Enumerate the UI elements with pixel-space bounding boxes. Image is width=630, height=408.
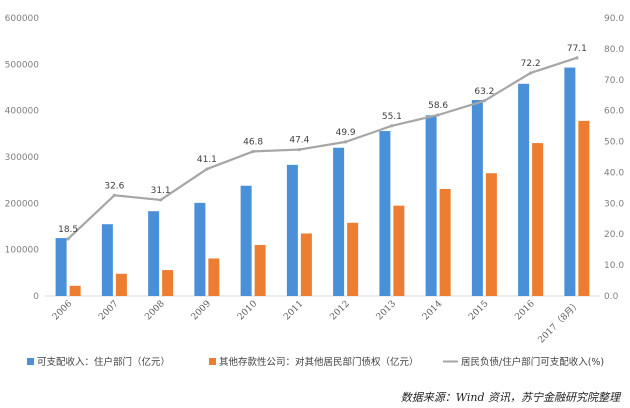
right-axis-tick: 60.0	[604, 107, 624, 117]
x-tick-label: 2014	[421, 299, 444, 322]
x-tick-label: 2012	[328, 299, 351, 322]
income-bar	[518, 83, 530, 296]
debt-bar	[300, 233, 312, 296]
debt-bars	[69, 120, 590, 296]
right-axis-tick: 30.0	[604, 199, 624, 209]
ratio-data-label: 77.1	[567, 44, 587, 54]
ratio-data-label: 31.1	[151, 186, 171, 196]
legend-swatch-income	[27, 358, 34, 365]
left-axis: 0 100000 200000 300000 400000 500000 600000	[5, 14, 40, 302]
ratio-point	[482, 99, 486, 103]
legend: 可支配收入：住户部门（亿元） 其他存款性公司：对其他居民部门债权（亿元） 居民负…	[27, 356, 604, 368]
ratio-point	[297, 147, 301, 152]
left-axis-tick: 200000	[5, 199, 40, 209]
legend-label-income: 可支配收入：住户部门（亿元）	[37, 356, 170, 368]
right-axis-tick: 10.0	[604, 261, 624, 271]
left-axis-tick: 0	[33, 292, 39, 302]
ratio-data-label: 49.9	[336, 128, 356, 138]
ratio-point	[436, 113, 440, 117]
income-bar	[286, 164, 298, 296]
x-tick-label: 2016	[513, 299, 536, 322]
right-axis-tick: 80.0	[604, 45, 624, 55]
x-tick-label: 2017（8月）	[536, 298, 583, 345]
right-axis-tick: 70.0	[604, 76, 624, 86]
debt-bar	[532, 143, 544, 296]
left-axis-tick: 400000	[5, 107, 40, 117]
debt-bar	[578, 120, 590, 296]
right-axis-tick: 0.0	[604, 292, 619, 302]
x-tick-label: 2010	[236, 299, 259, 322]
debt-bar	[69, 285, 81, 296]
ratio-data-label: 47.4	[289, 136, 309, 146]
income-bar	[55, 238, 67, 296]
left-axis-tick: 300000	[5, 153, 40, 163]
legend-swatch-debt	[209, 358, 216, 365]
x-axis-ticks: 2006 2007 2008 2009 2010 2011 2012 2013 2014 2015…	[51, 298, 583, 345]
income-bars	[55, 67, 576, 297]
x-tick-label: 2013	[375, 299, 398, 322]
income-bar	[194, 202, 206, 296]
ratio-point	[159, 198, 163, 202]
ratio-data-labels: 18.5 32.6 31.1 41.1 46.8 47.4 49.9 55.1 58.6 63.2…	[58, 44, 587, 235]
income-bar	[379, 131, 391, 296]
income-bar	[148, 211, 160, 296]
source-note: 数据来源：Wind 资讯，苏宁金融研究院整理	[401, 391, 622, 404]
debt-bar	[254, 245, 266, 296]
ratio-point	[575, 56, 579, 60]
debt-bar	[347, 222, 359, 296]
ratio-line-series	[66, 56, 579, 241]
ratio-point	[112, 193, 116, 197]
right-axis: 0.0 10.0 20.0 30.0 40.0 50.0 60.0 70.0 80.0 90.0	[604, 14, 624, 302]
debt-bar	[162, 270, 174, 296]
x-tick-label: 2008	[143, 299, 166, 322]
left-axis-tick: 500000	[5, 60, 40, 70]
ratio-point	[205, 167, 209, 171]
debt-bar	[115, 273, 127, 296]
x-tick-label: 2007	[97, 299, 120, 322]
income-bar	[333, 147, 345, 296]
left-axis-tick: 600000	[5, 14, 40, 24]
right-axis-tick: 40.0	[604, 168, 624, 178]
debt-bar	[485, 173, 497, 296]
income-bar	[471, 100, 483, 296]
ratio-data-label: 41.1	[197, 155, 217, 165]
legend-label-debt: 其他存款性公司：对其他居民部门债权（亿元）	[219, 356, 419, 368]
ratio-data-label: 18.5	[58, 225, 78, 235]
ratio-polyline	[67, 56, 578, 240]
left-axis-tick: 100000	[5, 246, 40, 256]
debt-bar	[439, 188, 451, 296]
ratio-data-label: 32.6	[104, 181, 124, 191]
x-tick-label: 2011	[282, 299, 305, 322]
ratio-data-label: 72.2	[521, 59, 541, 69]
ratio-data-label: 55.1	[382, 112, 402, 122]
ratio-point	[251, 149, 255, 154]
ratio-data-label: 63.2	[474, 87, 494, 97]
right-axis-tick: 90.0	[604, 14, 624, 24]
right-axis-tick: 20.0	[604, 230, 624, 240]
right-axis-tick: 50.0	[604, 138, 624, 148]
ratio-point	[344, 140, 348, 144]
ratio-point	[390, 124, 394, 128]
income-bar	[564, 67, 576, 297]
ratio-data-label: 58.6	[428, 101, 448, 111]
legend-label-ratio: 居民负债/住户部门可支配收入(%)	[461, 356, 604, 368]
debt-bar	[208, 258, 220, 296]
income-bar	[240, 185, 252, 296]
ratio-data-label: 46.8	[243, 137, 263, 147]
ratio-point	[66, 237, 70, 241]
debt-bar	[393, 205, 405, 296]
ratio-point	[529, 71, 533, 75]
x-tick-label: 2006	[51, 299, 74, 322]
x-tick-label: 2015	[467, 299, 490, 322]
income-bar	[101, 224, 113, 296]
income-bar	[425, 115, 437, 296]
x-tick-label: 2009	[190, 299, 213, 322]
